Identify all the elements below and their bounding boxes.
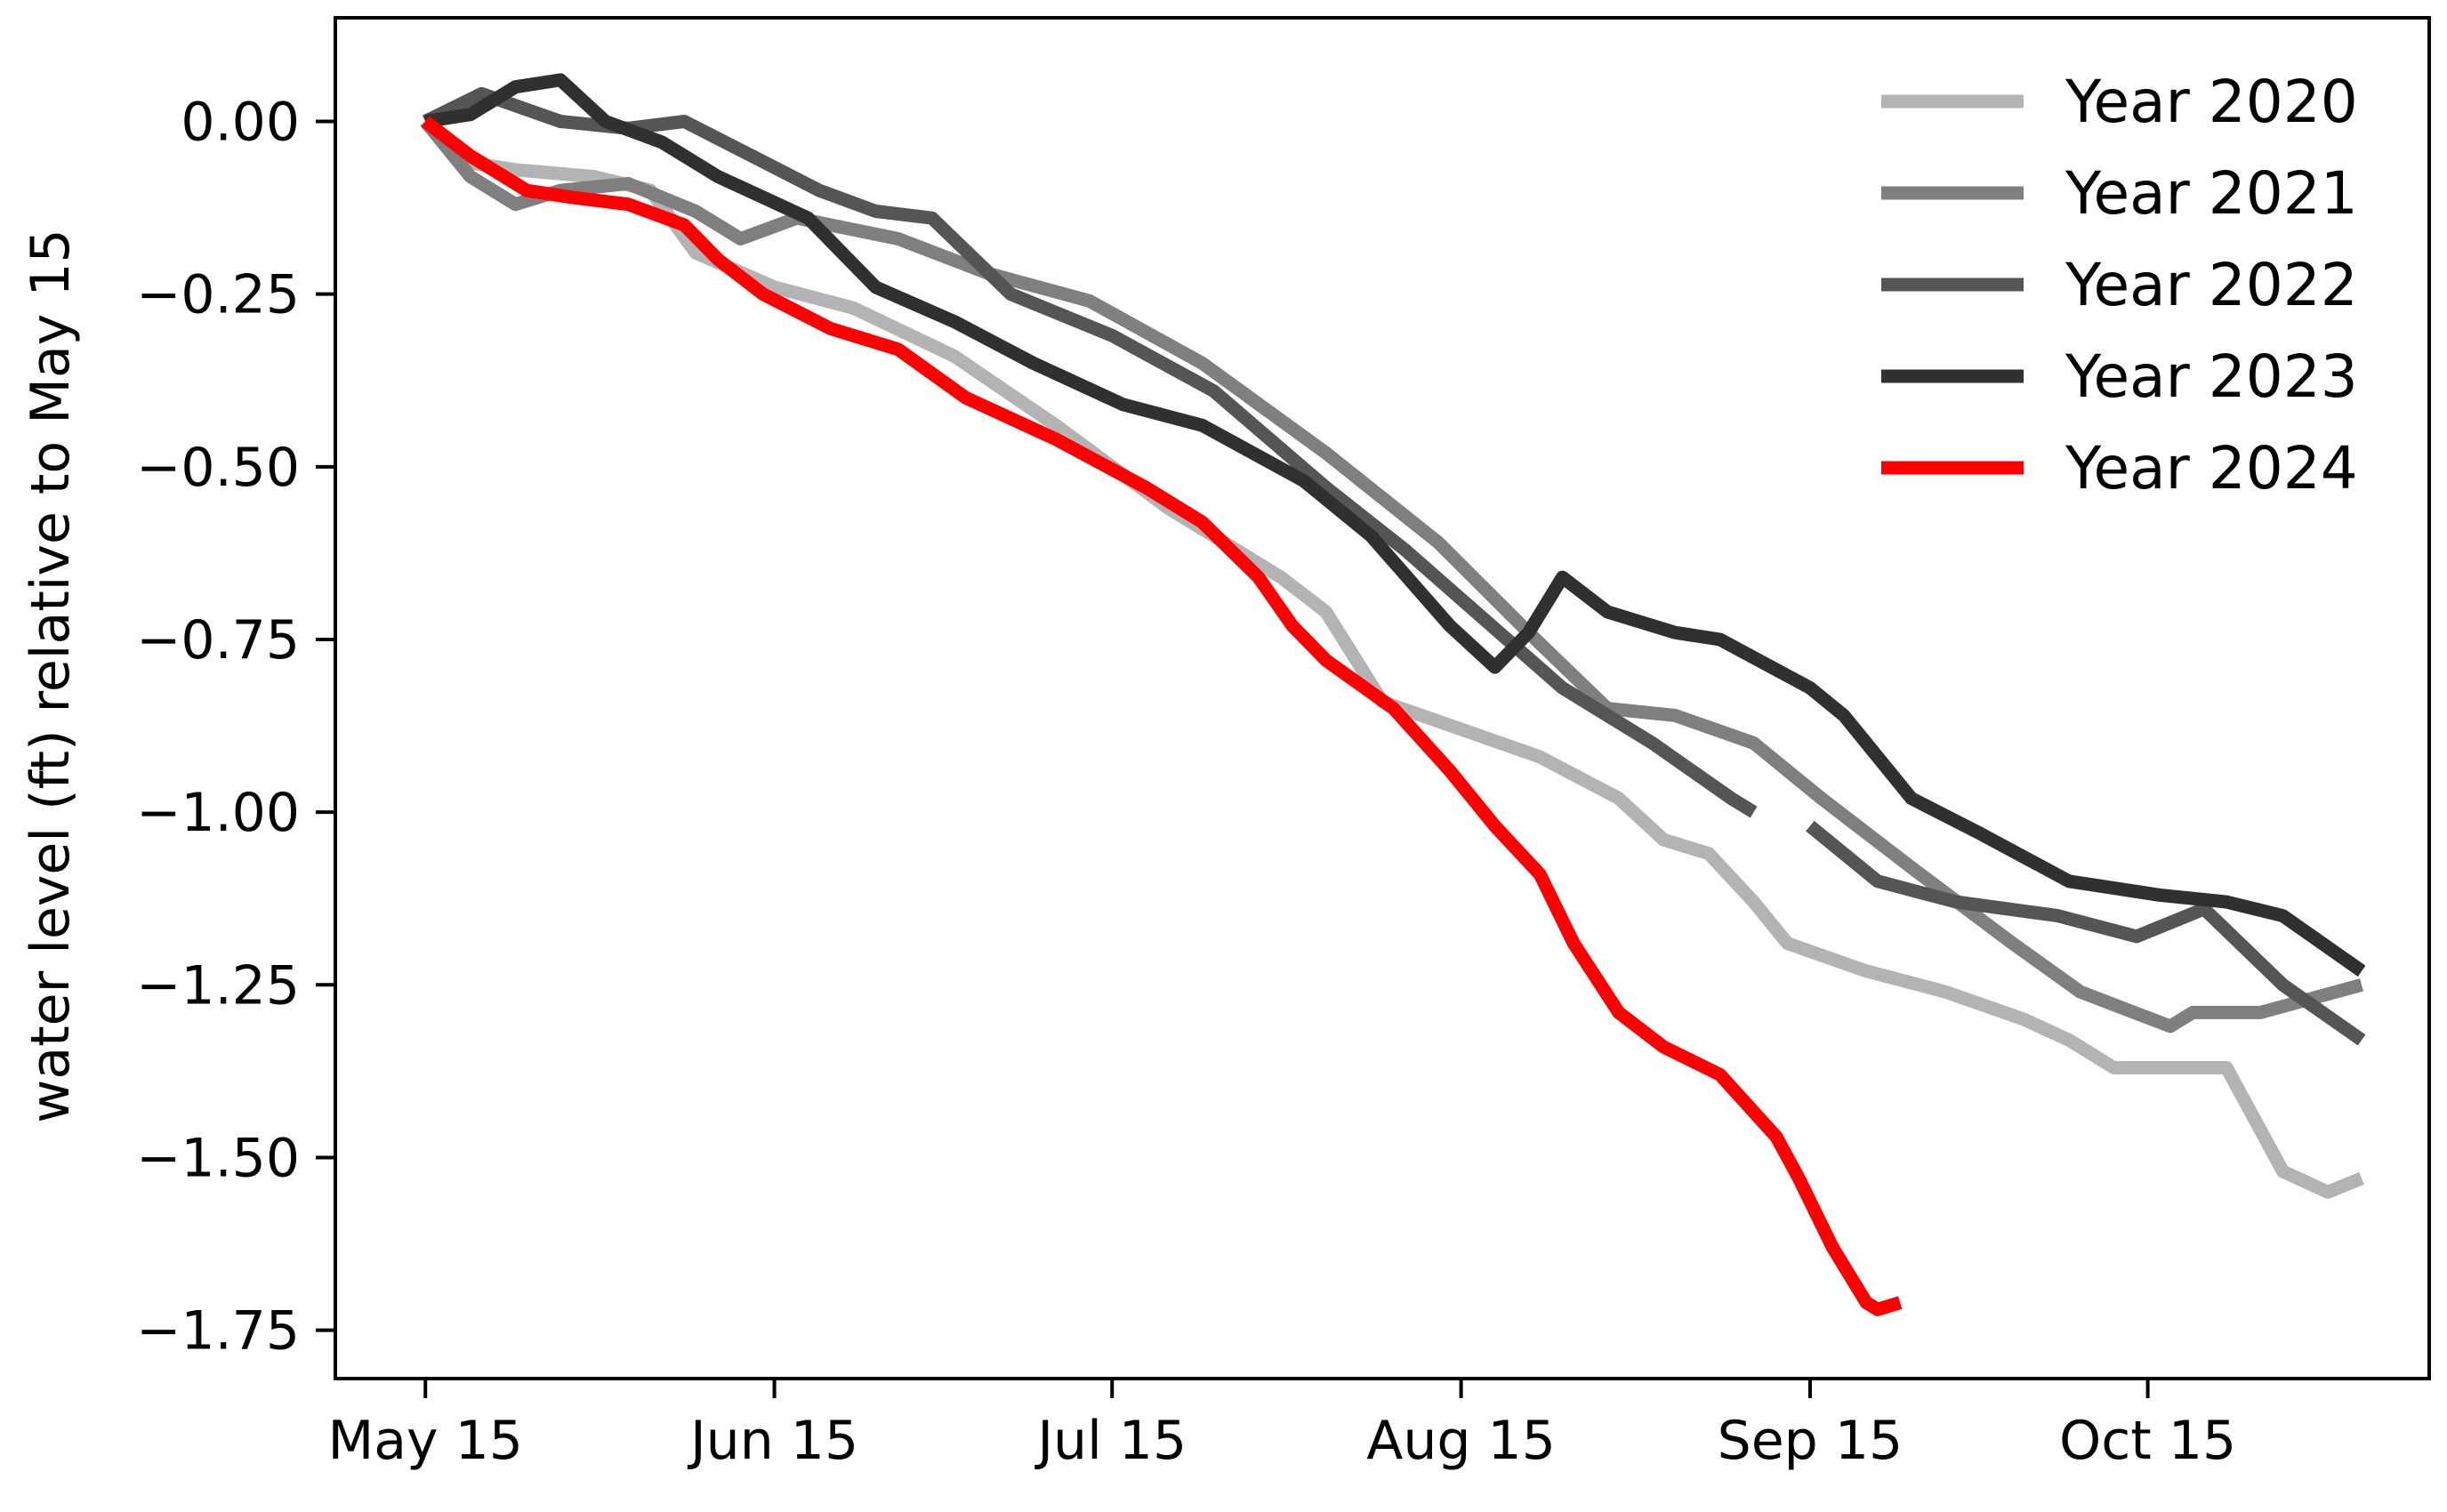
y-tick-label: −1.50 (136, 1127, 300, 1189)
y-tick-label: −0.25 (136, 264, 300, 326)
series-layer (420, 73, 2366, 1316)
legend-label: Year 2022 (2065, 251, 2358, 319)
plot-area (334, 16, 2431, 1380)
x-tick-label: May 15 (328, 1410, 523, 1472)
legend-item: Year 2020 (1881, 68, 2358, 136)
y-axis: 0.00 −0.25 −0.50 −0.75 −1.00 −1.25 −1.50 −1.75 (136, 91, 335, 1363)
x-axis: May 15 Jun 15 Jul 15 Aug 15 Sep 15 Oct 15 (328, 1379, 2236, 1472)
legend-label: Year 2020 (2065, 68, 2358, 136)
x-tick-label: Sep 15 (1718, 1410, 1904, 1472)
x-tick-label: Oct 15 (2059, 1410, 2236, 1472)
plot-frame (334, 16, 2431, 1380)
y-tick-label: −1.75 (136, 1300, 300, 1363)
series-line-1 (421, 116, 2364, 1199)
y-tick-label: 0.00 (181, 91, 300, 153)
legend-item: Year 2024 (1881, 434, 2358, 503)
x-tick-label: Aug 15 (1366, 1410, 1556, 1472)
x-tick-label: Jul 15 (1034, 1410, 1187, 1472)
legend-item: Year 2022 (1881, 251, 2358, 319)
y-tick-label: −0.75 (136, 609, 300, 672)
legend: Year 2020 Year 2021 Year 2022 Year 2023 Year… (1881, 68, 2358, 503)
legend-label: Year 2021 (2065, 159, 2358, 228)
y-axis-title: water level (ft) relative to May 15 (20, 229, 82, 1122)
series-line-2 (420, 117, 2364, 1033)
series-line-5 (421, 116, 1903, 1316)
x-tick-label: Jun 15 (687, 1410, 858, 1472)
legend-item: Year 2021 (1881, 159, 2358, 228)
y-tick-label: −0.50 (136, 437, 300, 499)
y-tick-label: −1.25 (136, 954, 300, 1017)
y-tick-label: −1.00 (136, 782, 300, 844)
legend-item: Year 2023 (1881, 342, 2358, 411)
series-line-4 (424, 73, 2366, 977)
legend-label: Year 2024 (2065, 434, 2358, 503)
legend-label: Year 2023 (2065, 342, 2358, 411)
